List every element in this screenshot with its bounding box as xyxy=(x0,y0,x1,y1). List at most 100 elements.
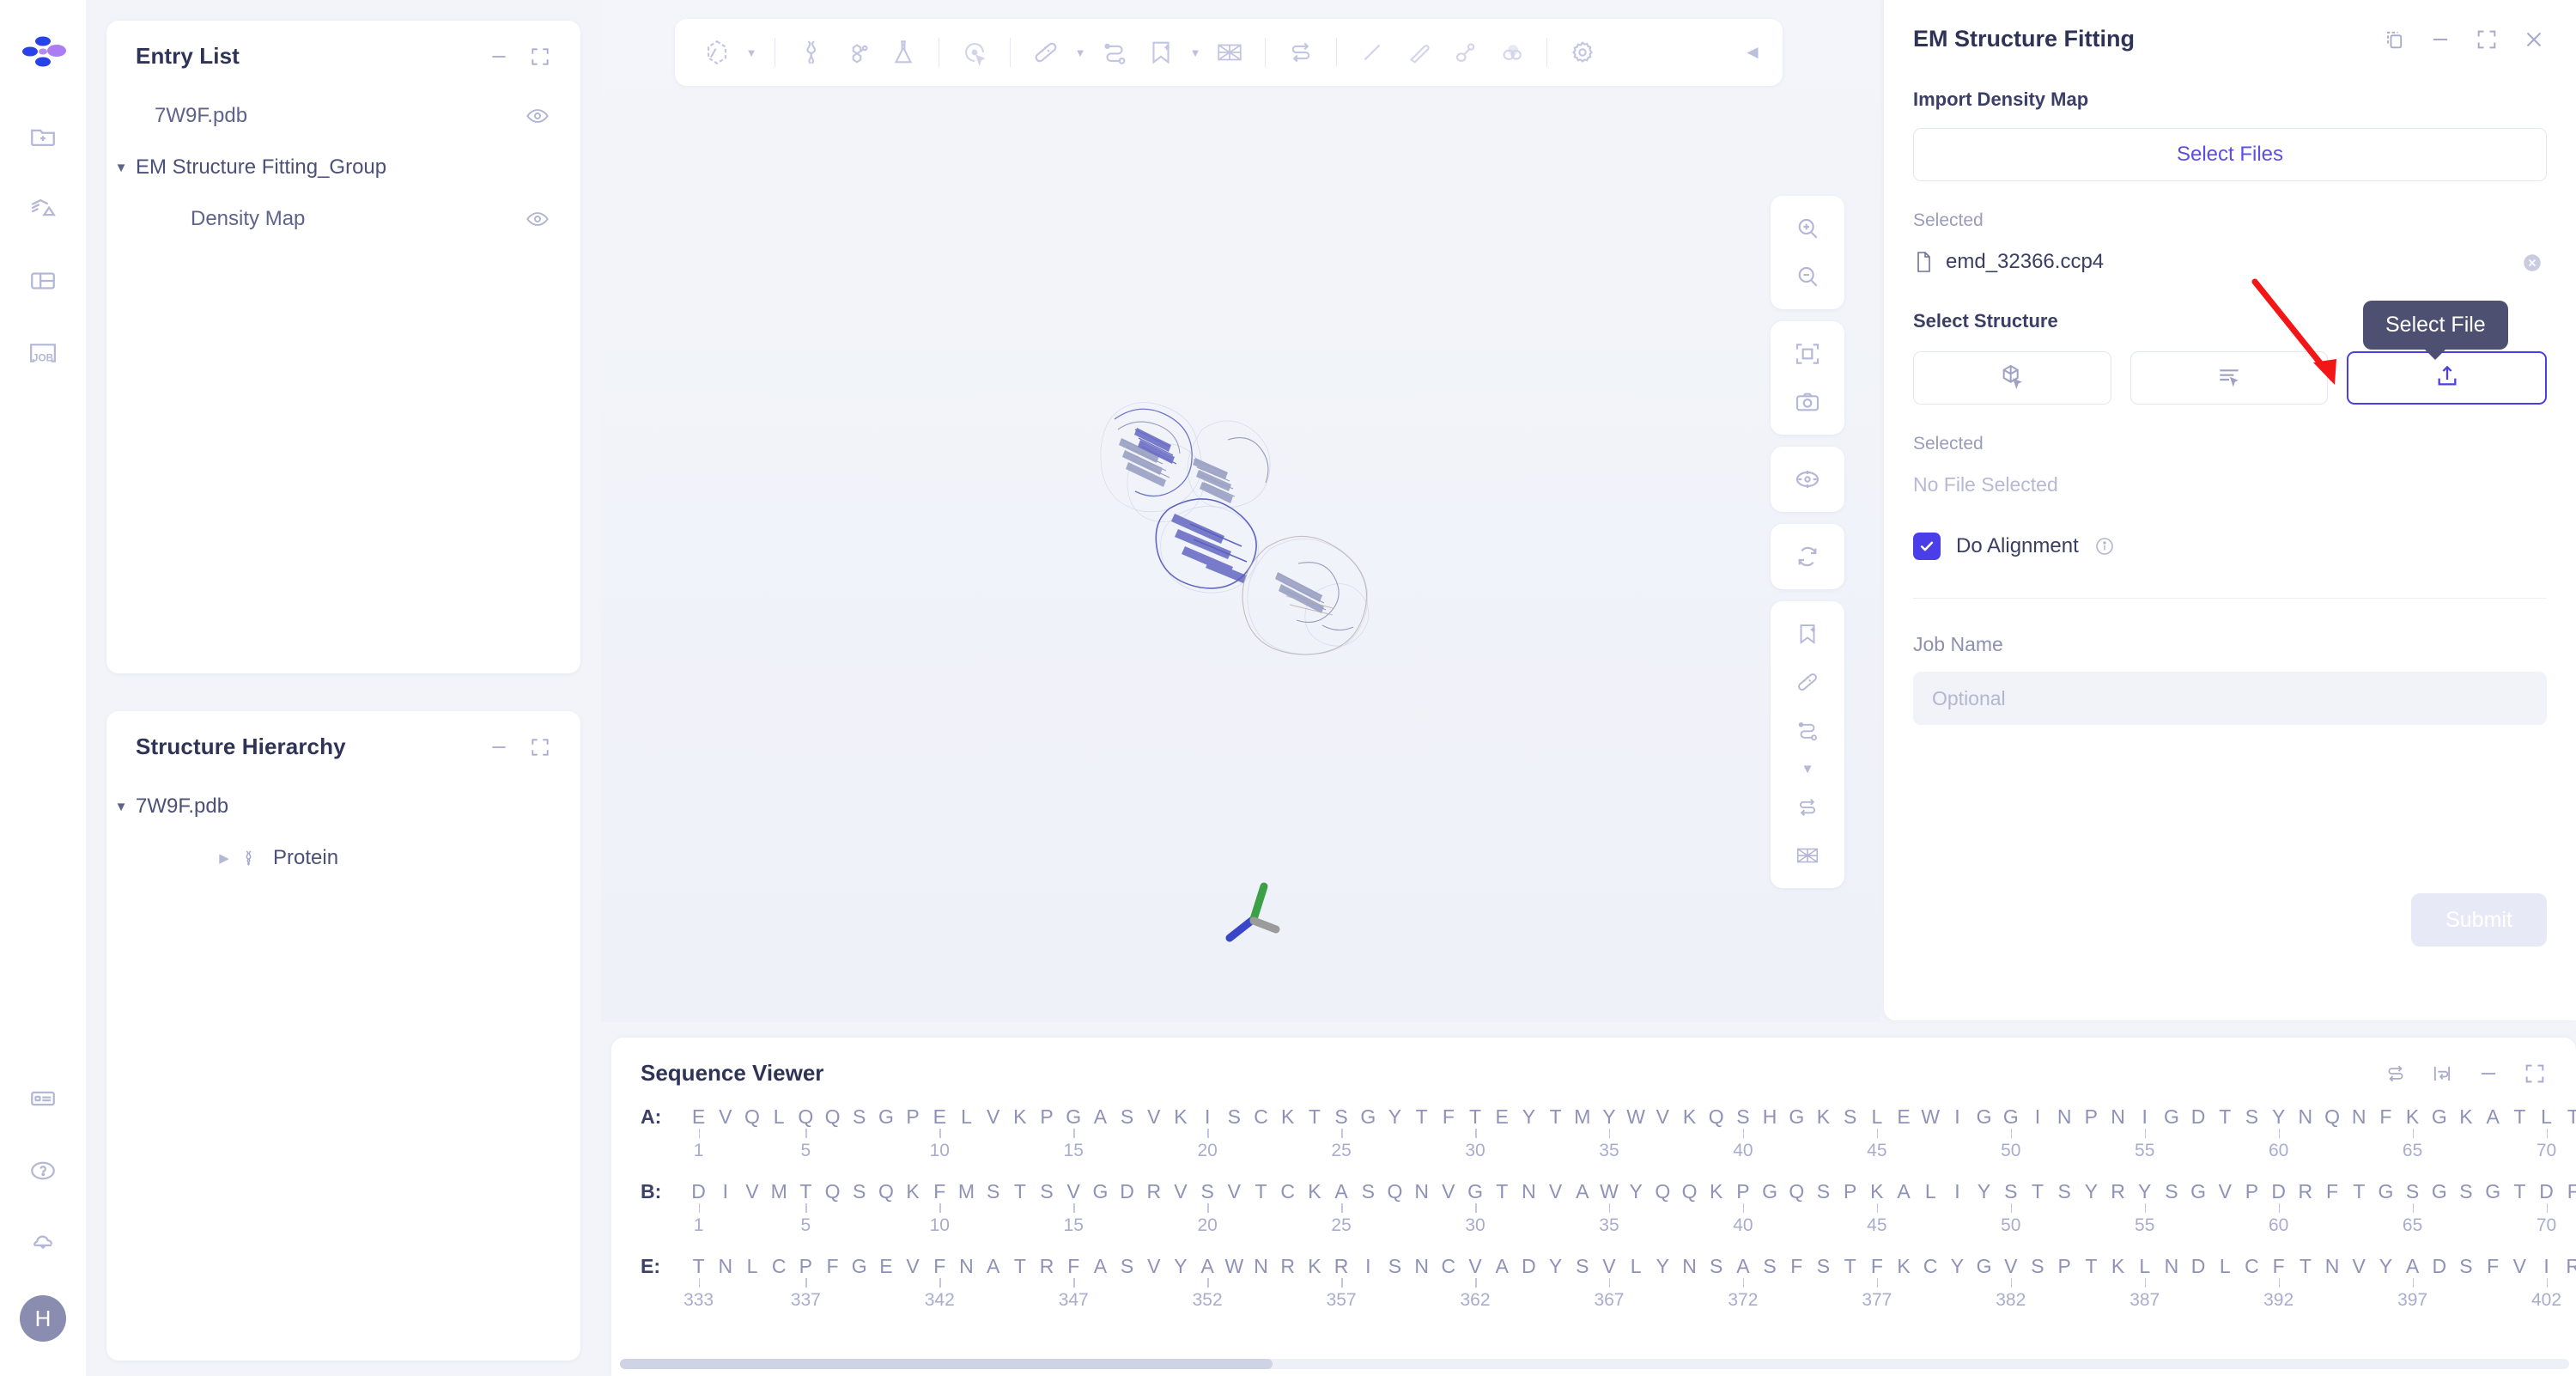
entry-list-item-7w9f[interactable]: 7W9F.pdb xyxy=(106,90,580,142)
residue[interactable]: V xyxy=(986,1105,1000,1128)
residue[interactable]: T xyxy=(1469,1105,1482,1128)
residue[interactable]: L xyxy=(961,1105,972,1128)
entry-list-item-density-map[interactable]: Density Map xyxy=(106,193,580,245)
residue[interactable]: M xyxy=(957,1180,975,1202)
rail-item-new[interactable] xyxy=(23,117,63,156)
hierarchy-item-7w9f[interactable]: ▼ 7W9F.pdb xyxy=(106,781,580,832)
close-icon[interactable] xyxy=(2521,27,2547,52)
scrollbar-thumb[interactable] xyxy=(620,1359,1273,1369)
residue[interactable]: N xyxy=(718,1255,733,1277)
residue[interactable]: V xyxy=(1066,1180,1080,1202)
residue[interactable]: D xyxy=(1522,1255,1536,1277)
residue[interactable]: V xyxy=(1468,1255,1482,1277)
residue[interactable]: S xyxy=(2459,1255,2473,1277)
residue[interactable]: T xyxy=(1013,1255,1026,1277)
fit-screen-icon[interactable] xyxy=(1779,330,1836,378)
residue[interactable]: Y xyxy=(1656,1255,1670,1277)
residue[interactable]: W xyxy=(1921,1105,1941,1128)
residue[interactable]: Y xyxy=(1977,1180,1991,1202)
residue[interactable]: Y xyxy=(1629,1180,1643,1202)
residue[interactable]: G xyxy=(2002,1105,2019,1128)
swap-arrows-icon[interactable] xyxy=(2384,1062,2408,1086)
residue[interactable]: G xyxy=(1976,1255,1992,1277)
residue[interactable]: K xyxy=(1308,1180,1321,1202)
residue[interactable]: S xyxy=(1120,1255,1134,1277)
residue[interactable]: Y xyxy=(2379,1255,2393,1277)
residue[interactable]: D xyxy=(2539,1180,2554,1202)
residue[interactable]: T xyxy=(1496,1180,1509,1202)
residue[interactable]: C xyxy=(1923,1255,1938,1277)
residue[interactable]: M xyxy=(1574,1105,1591,1128)
sequence-horizontal-scrollbar[interactable] xyxy=(620,1359,2569,1369)
app-logo[interactable] xyxy=(19,26,67,74)
residue[interactable]: T xyxy=(1013,1180,1026,1202)
path-link-icon[interactable] xyxy=(1091,29,1138,76)
residue[interactable]: E xyxy=(1495,1105,1509,1128)
residue[interactable]: Y xyxy=(1950,1255,1965,1277)
residue[interactable]: P xyxy=(799,1255,813,1277)
settings-gear-icon[interactable] xyxy=(1559,29,1606,76)
rail-item-table[interactable] xyxy=(23,261,63,301)
residue[interactable]: G xyxy=(1066,1105,1082,1128)
residue[interactable]: Q xyxy=(744,1105,760,1128)
residue[interactable]: V xyxy=(1602,1255,1616,1277)
reset-rotate-icon[interactable] xyxy=(1779,533,1836,581)
residue[interactable]: V xyxy=(1174,1180,1188,1202)
residue[interactable]: G xyxy=(1976,1105,1992,1128)
rail-item-layers[interactable] xyxy=(23,189,63,228)
center-target-icon[interactable] xyxy=(1779,455,1836,503)
residue[interactable]: F xyxy=(2379,1105,2392,1128)
residue[interactable]: I xyxy=(2034,1105,2041,1128)
residue[interactable]: L xyxy=(1871,1105,1883,1128)
molecule-nodes-icon[interactable] xyxy=(834,29,880,76)
residue[interactable]: T xyxy=(2031,1180,2044,1202)
residue[interactable]: K xyxy=(1308,1255,1321,1277)
select-files-button[interactable]: Select Files xyxy=(1913,128,2547,181)
surface-mesh-icon[interactable] xyxy=(1206,29,1253,76)
residue[interactable]: K xyxy=(1682,1105,1697,1128)
residue[interactable]: G xyxy=(1789,1105,1805,1128)
entry-list-item-group[interactable]: ▼ EM Structure Fitting_Group xyxy=(106,142,580,193)
residue[interactable]: S xyxy=(853,1105,866,1128)
residue[interactable]: G xyxy=(2485,1180,2501,1202)
residue[interactable]: F xyxy=(1442,1105,1455,1128)
residue[interactable]: S xyxy=(1576,1255,1589,1277)
flask-icon[interactable] xyxy=(880,29,927,76)
residue[interactable]: F xyxy=(2272,1255,2285,1277)
path-link-icon[interactable] xyxy=(1779,706,1836,754)
rail-item-cloud[interactable] xyxy=(23,1223,63,1263)
residue[interactable]: M xyxy=(770,1180,787,1202)
chevron-down-icon[interactable]: ▼ xyxy=(745,46,757,59)
residue[interactable]: Q xyxy=(878,1180,894,1202)
info-icon[interactable] xyxy=(2094,536,2115,557)
residue[interactable]: V xyxy=(719,1105,732,1128)
residue[interactable]: D xyxy=(2190,1255,2206,1277)
residue[interactable]: C xyxy=(1280,1180,1296,1202)
residue[interactable]: Q xyxy=(824,1180,841,1202)
visibility-eye-icon[interactable] xyxy=(526,207,550,231)
residue[interactable]: N xyxy=(1414,1180,1429,1202)
residue[interactable]: A xyxy=(1495,1255,1509,1277)
residue[interactable]: T xyxy=(2085,1255,2098,1277)
swap-arrows-icon[interactable] xyxy=(1779,783,1836,831)
residue[interactable]: A xyxy=(1200,1255,1214,1277)
residue[interactable]: G xyxy=(1360,1105,1376,1128)
residue[interactable]: L xyxy=(2541,1105,2552,1128)
residue[interactable]: C xyxy=(1254,1105,1268,1128)
residue[interactable]: S xyxy=(2004,1180,2018,1202)
residue[interactable]: V xyxy=(1147,1105,1161,1128)
residue[interactable]: G xyxy=(2431,1105,2447,1128)
residue[interactable]: Y xyxy=(2138,1180,2152,1202)
residue[interactable]: I xyxy=(722,1180,728,1202)
residue[interactable]: K xyxy=(1710,1180,1723,1202)
residue[interactable]: V xyxy=(2218,1180,2232,1202)
residue[interactable]: Q xyxy=(2324,1105,2340,1128)
select-pointer-icon[interactable] xyxy=(951,29,998,76)
residue[interactable]: A xyxy=(986,1255,1000,1277)
chevron-down-icon[interactable]: ▼ xyxy=(1801,761,1814,776)
entry-list-minimize-button[interactable] xyxy=(488,46,510,68)
residue[interactable]: S xyxy=(1227,1105,1242,1128)
residue[interactable]: F xyxy=(1790,1255,1803,1277)
residue[interactable]: S xyxy=(2165,1180,2178,1202)
residue[interactable]: G xyxy=(2431,1180,2447,1202)
